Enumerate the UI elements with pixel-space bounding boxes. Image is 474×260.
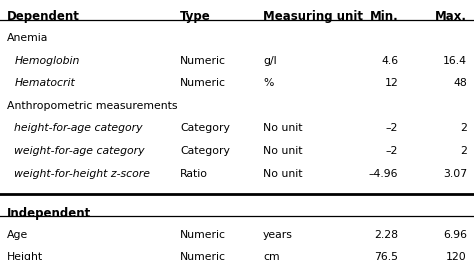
Text: 48: 48 [453, 78, 467, 88]
Text: No unit: No unit [263, 169, 302, 179]
Text: Category: Category [180, 124, 230, 133]
Text: g/l: g/l [263, 56, 277, 66]
Text: Numeric: Numeric [180, 252, 226, 260]
Text: Measuring unit: Measuring unit [263, 10, 363, 23]
Text: Anemia: Anemia [7, 33, 48, 43]
Text: Category: Category [180, 146, 230, 156]
Text: weight-for-height z-score: weight-for-height z-score [14, 169, 150, 179]
Text: 120: 120 [446, 252, 467, 260]
Text: Independent: Independent [7, 207, 91, 220]
Text: –2: –2 [386, 124, 398, 133]
Text: Anthropometric measurements: Anthropometric measurements [7, 101, 178, 111]
Text: years: years [263, 230, 293, 240]
Text: Type: Type [180, 10, 211, 23]
Text: Numeric: Numeric [180, 230, 226, 240]
Text: 2: 2 [460, 124, 467, 133]
Text: No unit: No unit [263, 146, 302, 156]
Text: weight-for-age category: weight-for-age category [14, 146, 145, 156]
Text: No unit: No unit [263, 124, 302, 133]
Text: Hematocrit: Hematocrit [14, 78, 75, 88]
Text: 12: 12 [384, 78, 398, 88]
Text: 76.5: 76.5 [374, 252, 398, 260]
Text: 2.28: 2.28 [374, 230, 398, 240]
Text: Numeric: Numeric [180, 78, 226, 88]
Text: cm: cm [263, 252, 280, 260]
Text: 16.4: 16.4 [443, 56, 467, 66]
Text: 3.07: 3.07 [443, 169, 467, 179]
Text: %: % [263, 78, 273, 88]
Text: –2: –2 [386, 146, 398, 156]
Text: Min.: Min. [369, 10, 398, 23]
Text: height-for-age category: height-for-age category [14, 124, 143, 133]
Text: Dependent: Dependent [7, 10, 80, 23]
Text: Ratio: Ratio [180, 169, 208, 179]
Text: –4.96: –4.96 [369, 169, 398, 179]
Text: 2: 2 [460, 146, 467, 156]
Text: 6.96: 6.96 [443, 230, 467, 240]
Text: 4.6: 4.6 [381, 56, 398, 66]
Text: Max.: Max. [435, 10, 467, 23]
Text: Height: Height [7, 252, 43, 260]
Text: Hemoglobin: Hemoglobin [14, 56, 80, 66]
Text: Numeric: Numeric [180, 56, 226, 66]
Text: Age: Age [7, 230, 28, 240]
